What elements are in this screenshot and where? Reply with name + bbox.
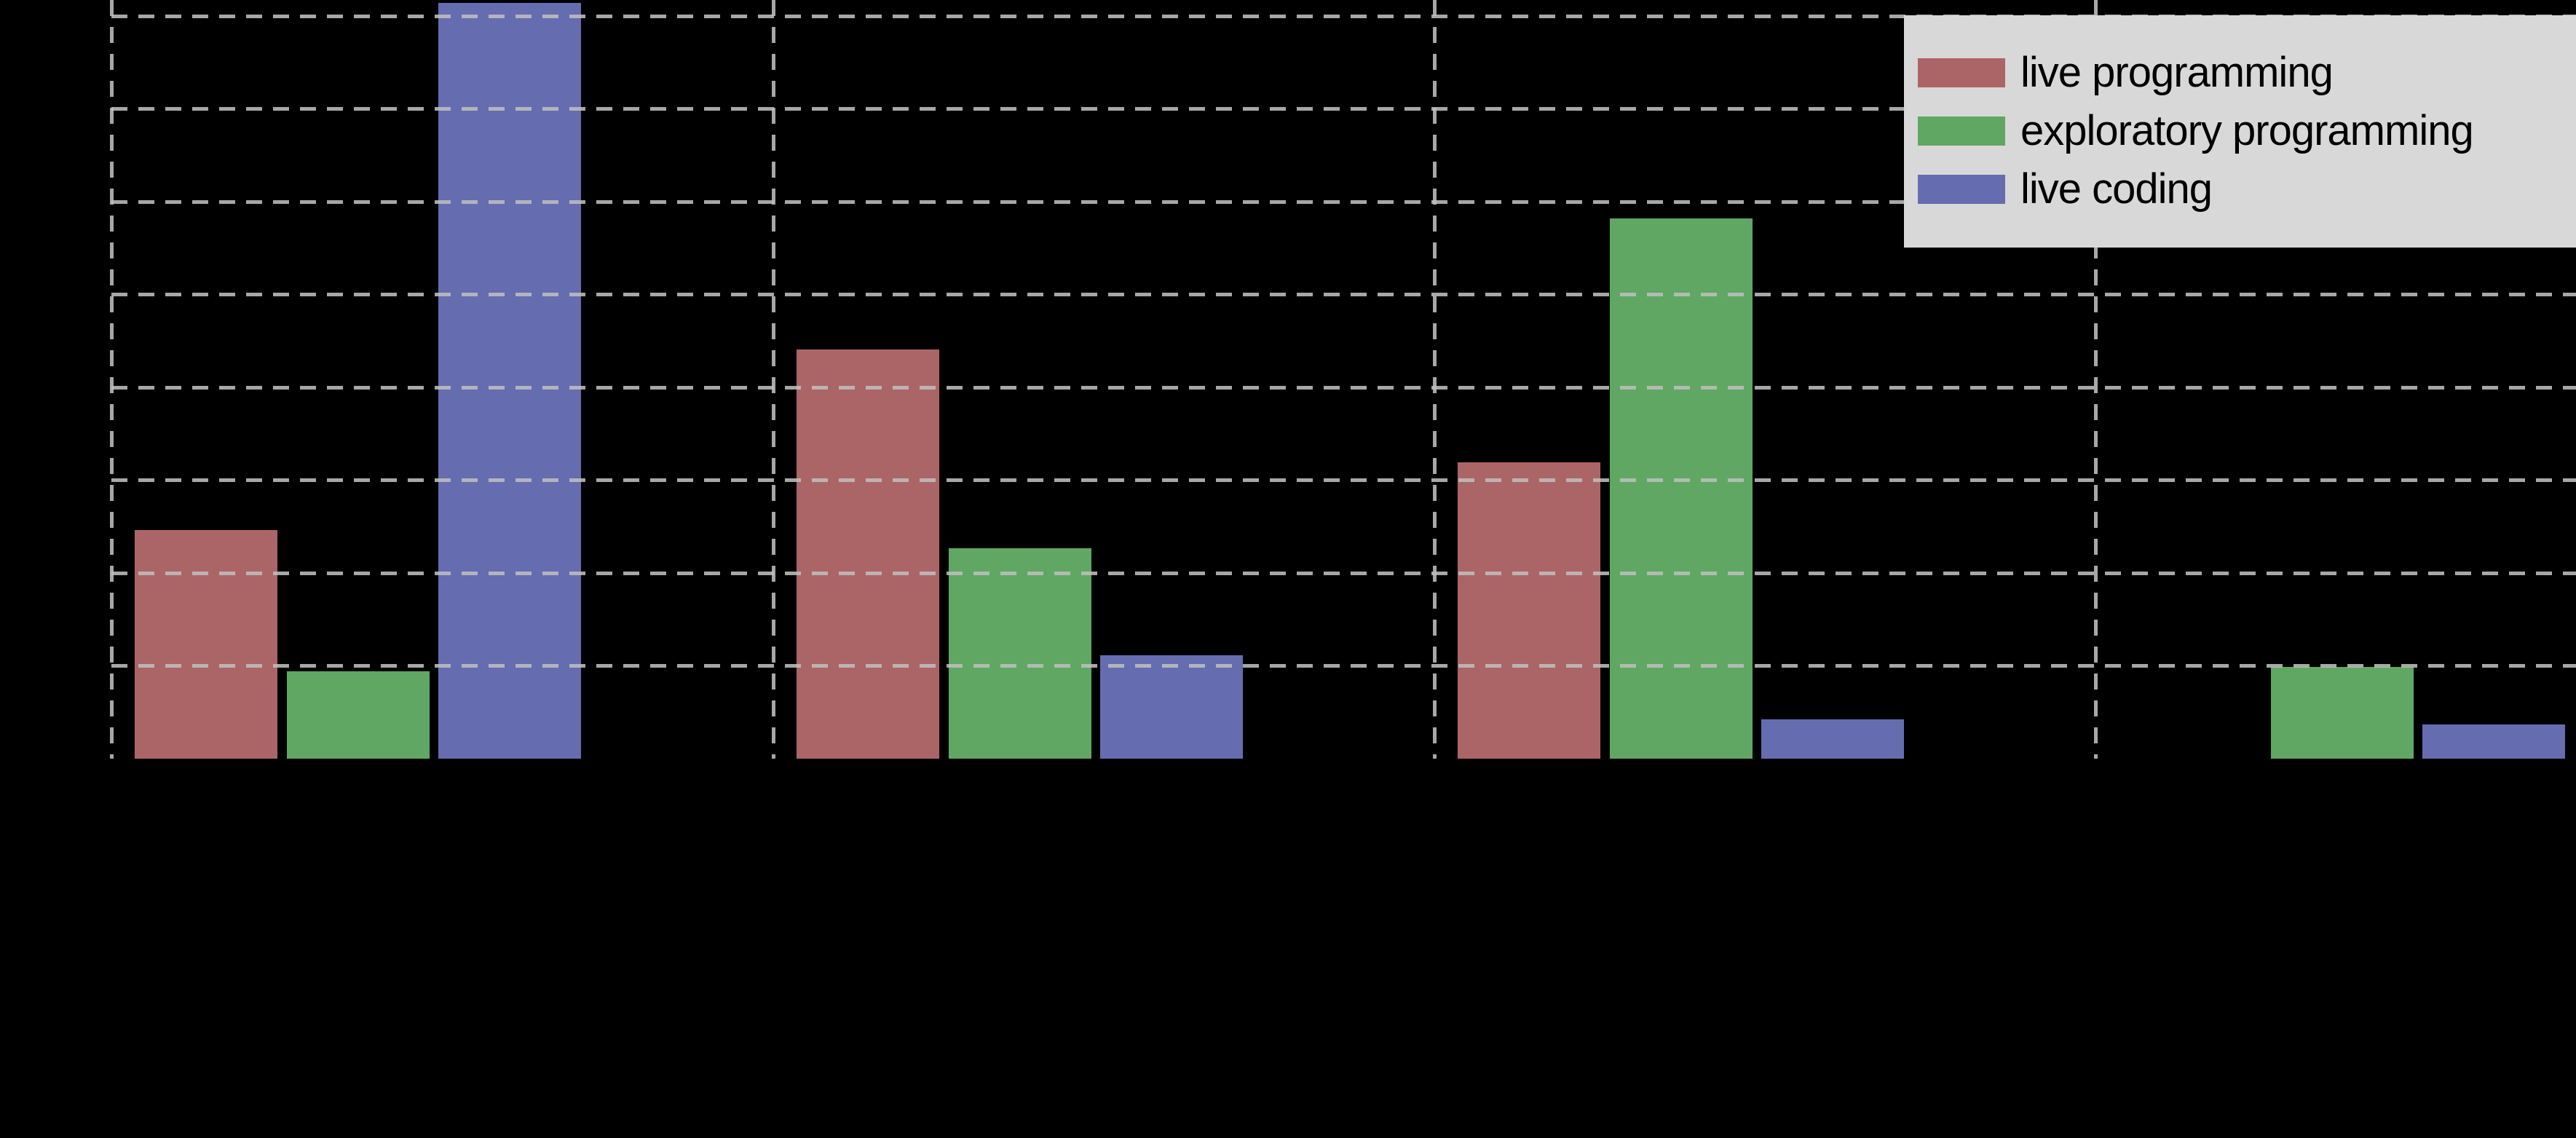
bar-live-programming-group-1: [135, 530, 277, 759]
legend-label: live coding: [2020, 165, 2213, 213]
horizontal-gridline: [111, 664, 2576, 668]
horizontal-gridline: [111, 571, 2576, 575]
bar-live-programming-group-2: [797, 349, 939, 759]
bar-live-coding-group-1: [438, 3, 581, 759]
bar-exploratory-programming-group-1: [286, 671, 430, 759]
vertical-gridline: [1432, 0, 1437, 759]
horizontal-gridline: [111, 14, 2576, 18]
bar-exploratory-programming-group-3: [1609, 218, 1753, 759]
legend-swatch-icon: [1918, 58, 2005, 87]
horizontal-gridline: [111, 199, 2576, 204]
legend: live programming exploratory programming l…: [1904, 15, 2576, 248]
legend-item: live coding: [1904, 160, 2576, 218]
vertical-gridline: [109, 0, 114, 759]
vertical-gridline: [2093, 0, 2098, 759]
bar-live-coding-group-2: [1100, 655, 1243, 759]
legend-swatch-icon: [1918, 116, 2005, 146]
bar-live-programming-group-3: [1458, 462, 1600, 759]
horizontal-gridline: [111, 107, 2576, 111]
legend-item: live programming: [1904, 44, 2576, 102]
vertical-gridline: [771, 0, 775, 759]
horizontal-gridline: [111, 385, 2576, 390]
bar-exploratory-programming-group-4: [2270, 666, 2414, 759]
legend-label: live programming: [2020, 49, 2334, 96]
bar-live-coding-group-4: [2422, 724, 2565, 759]
bar-live-coding-group-3: [1761, 719, 1904, 759]
legend-item: exploratory programming: [1904, 102, 2576, 160]
horizontal-gridline: [111, 478, 2576, 482]
legend-label: exploratory programming: [2020, 107, 2474, 154]
bar-exploratory-programming-group-2: [948, 548, 1091, 759]
legend-swatch-icon: [1918, 175, 2005, 204]
horizontal-gridline: [111, 293, 2576, 296]
